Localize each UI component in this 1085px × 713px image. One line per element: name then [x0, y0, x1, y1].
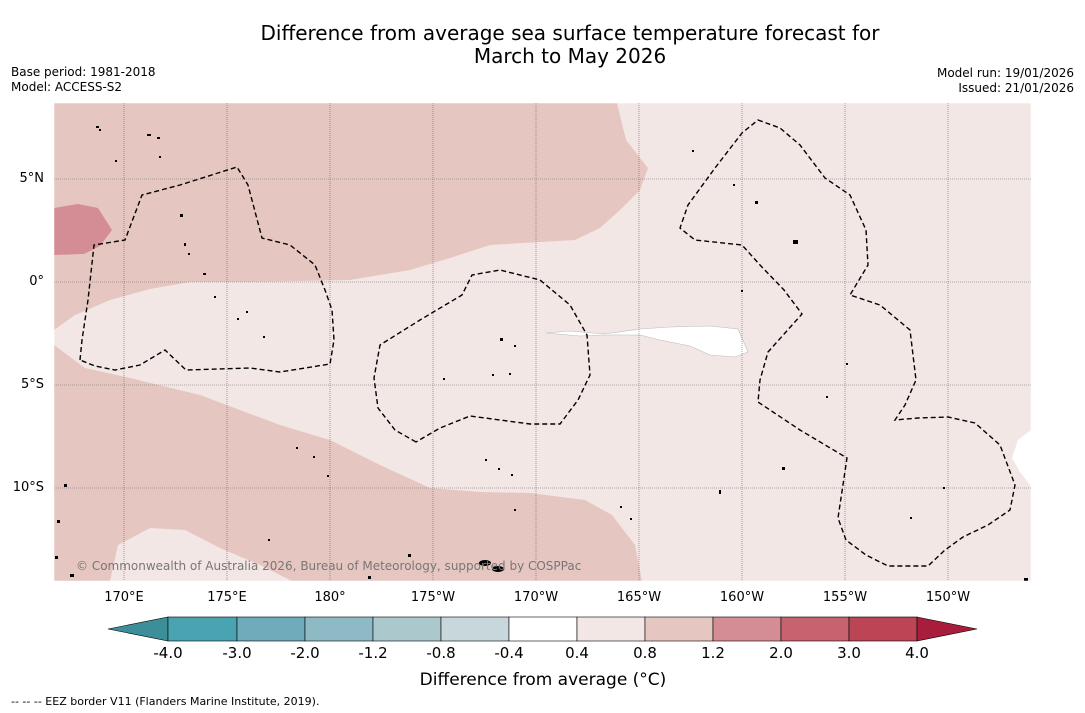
model-info: Base period: 1981-2018 Model: ACCESS-S2: [11, 65, 156, 95]
longitude-label: 175°W: [410, 590, 456, 605]
neutral-patch-east: [1012, 430, 1031, 486]
latitude-label: 5°S: [20, 377, 44, 392]
issued-date: Issued: 21/01/2026: [958, 81, 1074, 95]
map-frame: [53, 102, 1032, 582]
graticule: [54, 103, 1031, 581]
warm-region-south: [54, 345, 642, 581]
longitude-label: 180°: [314, 590, 346, 605]
colorbar-bin: [372, 616, 442, 642]
colorbar-tick-label: 2.0: [769, 644, 793, 662]
map-title: Difference from average sea surface temp…: [0, 22, 1085, 68]
eez-kiribati-gilbert: [79, 166, 335, 373]
islands: [55, 126, 1028, 581]
title-line-1: Difference from average sea surface temp…: [260, 21, 880, 45]
latitude-label: 0°: [29, 274, 44, 289]
longitude-label: 170°E: [104, 590, 144, 605]
latitude-label: 10°S: [12, 480, 44, 495]
longitude-label: 170°W: [513, 590, 559, 605]
colorbar-bin: [236, 616, 306, 642]
colorbar-tick-label: -4.0: [153, 644, 183, 662]
latitude-label: 5°N: [19, 171, 45, 186]
light-patch-southwest: [110, 528, 292, 581]
colorbar-bin: [576, 616, 646, 642]
colorbar-tick-label: 1.2: [701, 644, 725, 662]
colorbar-tick-label: -1.2: [358, 644, 388, 662]
colorbar-tick-label: -3.0: [222, 644, 252, 662]
colorbar: [107, 616, 978, 642]
colorbar-extend-high: [916, 616, 978, 642]
colorbar-bin: [508, 616, 578, 642]
longitude-label: 175°E: [207, 590, 247, 605]
longitude-label: 160°W: [719, 590, 765, 605]
colorbar-tick-label: -2.0: [290, 644, 320, 662]
longitude-label: 165°W: [616, 590, 662, 605]
eez-line-islands: [679, 119, 1016, 567]
colorbar-bin: [712, 616, 782, 642]
title-line-2: March to May 2026: [473, 44, 667, 68]
colorbar-tick-label: -0.8: [426, 644, 456, 662]
neutral-patch-central: [545, 325, 749, 358]
longitude-label: 155°W: [822, 590, 868, 605]
warm-region-north: [54, 103, 648, 330]
colorbar-bin: [440, 616, 510, 642]
colorbar-bin: [780, 616, 850, 642]
colorbar-bin: [167, 616, 238, 642]
longitude-label: 150°W: [925, 590, 971, 605]
colorbar-tick-label: 0.4: [565, 644, 589, 662]
base-period: Base period: 1981-2018: [11, 65, 156, 79]
eez-legend-note: -- -- -- EEZ border V11 (Flanders Marine…: [11, 695, 320, 708]
colorbar-tick-label: 0.8: [633, 644, 657, 662]
colorbar-bin: [304, 616, 374, 642]
eez-phoenix: [373, 269, 591, 443]
eez-borders: [79, 119, 1016, 567]
model-name: Model: ACCESS-S2: [11, 80, 123, 94]
model-run-date: Model run: 19/01/2026: [936, 66, 1074, 80]
copyright-notice: © Commonwealth of Australia 2026, Bureau…: [76, 559, 581, 573]
colorbar-extend-low: [107, 616, 169, 642]
colorbar-title: Difference from average (°C): [419, 670, 667, 690]
colorbar-tick-label: 3.0: [837, 644, 861, 662]
colorbar-bin: [644, 616, 714, 642]
run-info: Model run: 19/01/2026 Issued: 21/01/2026: [937, 66, 1074, 96]
colorbar-tick-label: 4.0: [905, 644, 929, 662]
colorbar-tick-label: -0.4: [494, 644, 524, 662]
colorbar-bin: [848, 616, 918, 642]
warm-patch-west: [54, 204, 112, 255]
